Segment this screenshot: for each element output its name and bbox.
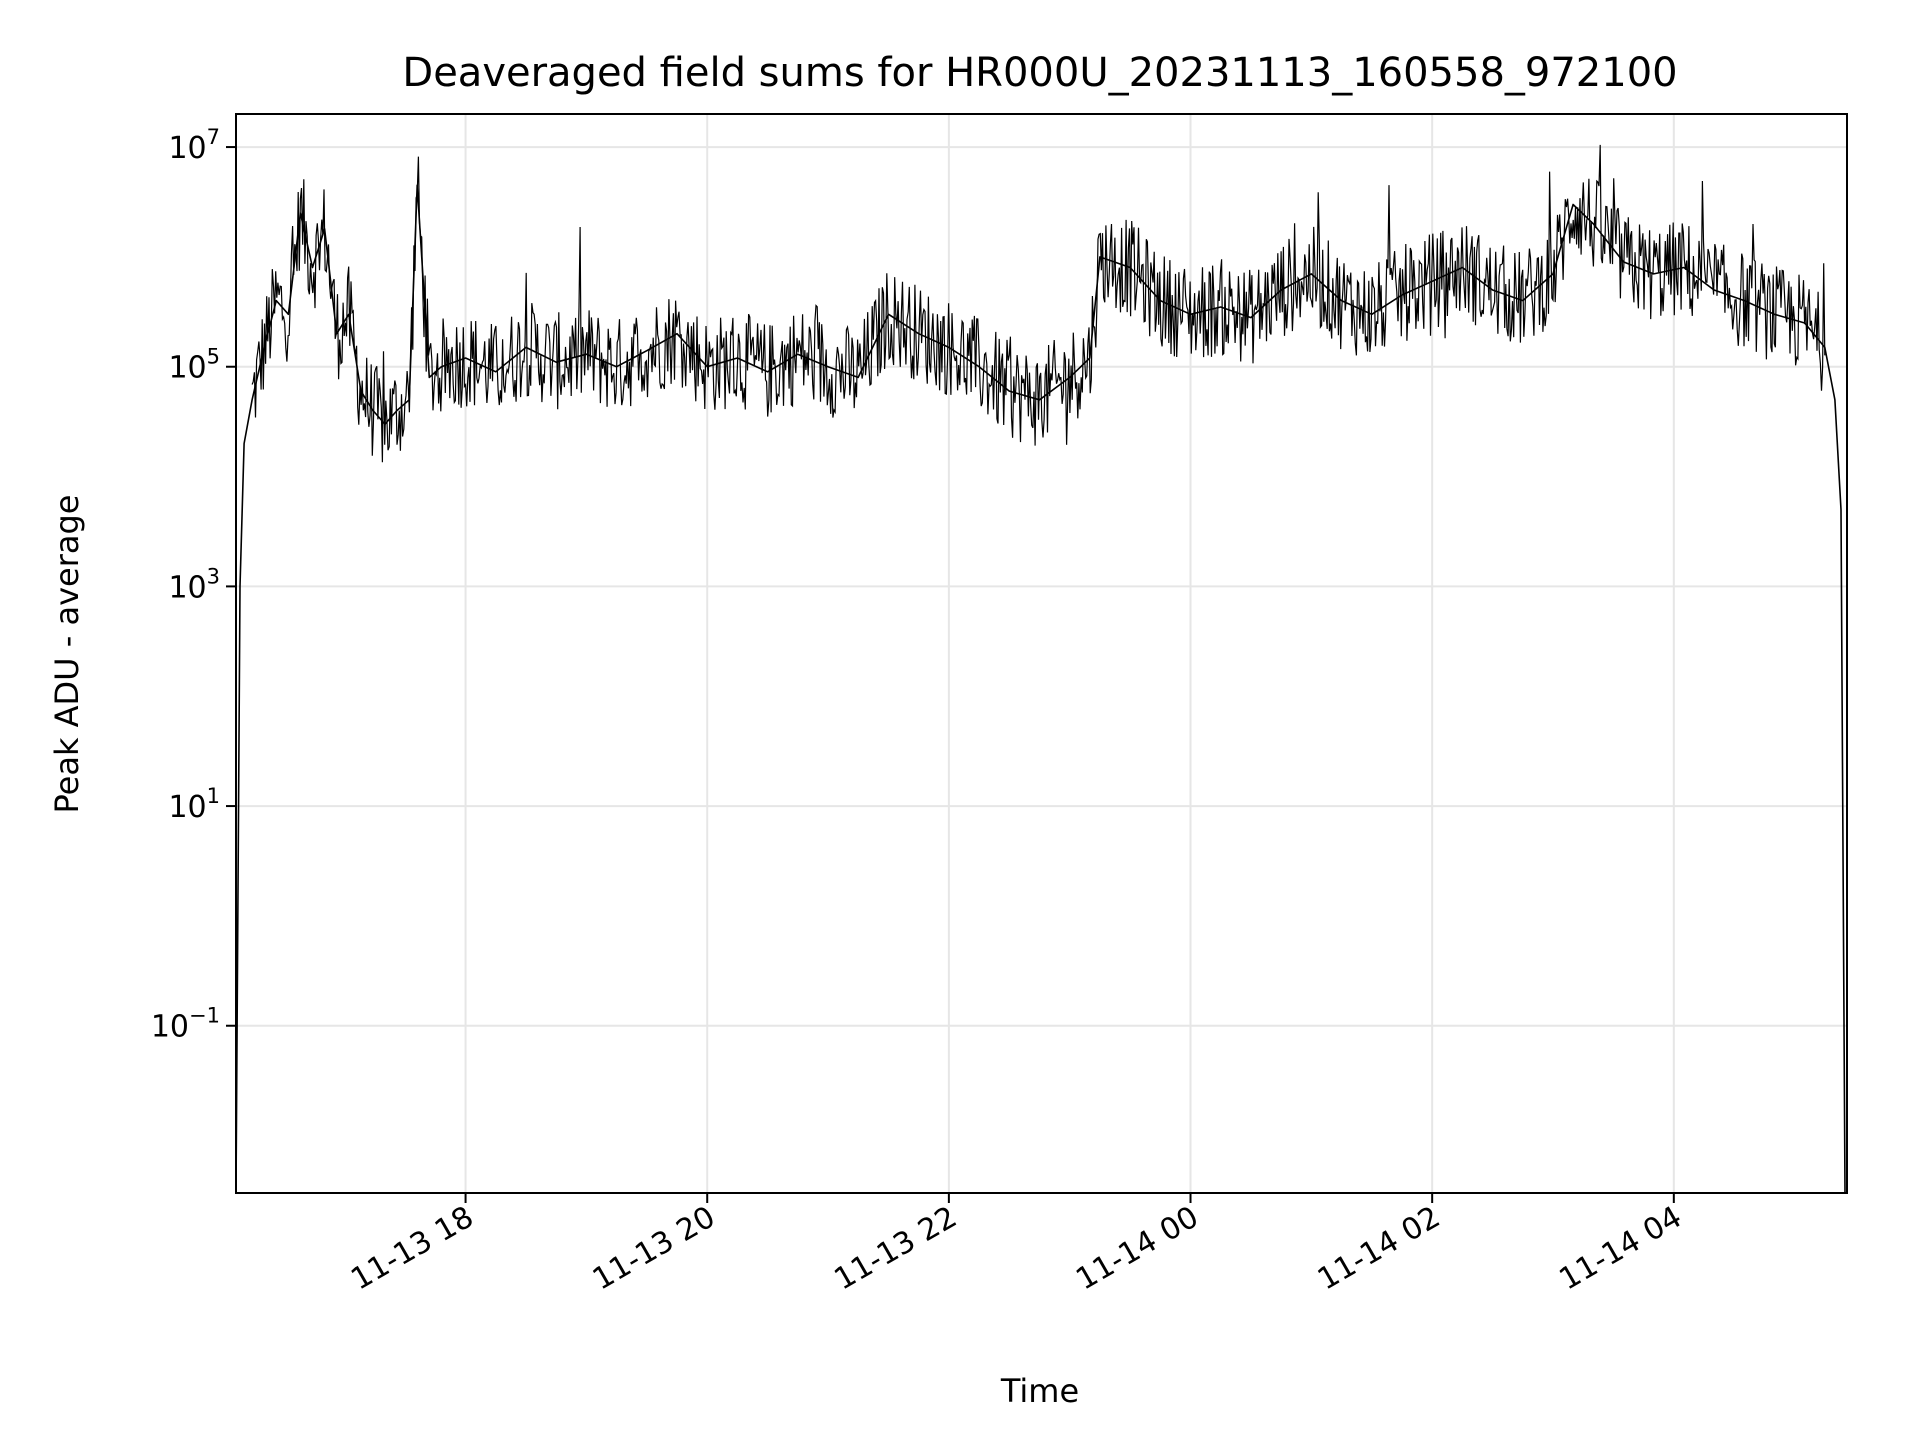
x-axis-label: Time xyxy=(1000,1372,1079,1410)
y-axis-label: Peak ADU - average xyxy=(48,495,86,814)
x-tick-label: 11-13 18 xyxy=(345,1200,479,1298)
data-series-line xyxy=(235,184,1846,1194)
data-line-detail xyxy=(251,144,1826,463)
chart-title: Deaveraged field sums for HR000U_2023111… xyxy=(402,50,1677,96)
y-axis: 107 105 103 101 10−1 xyxy=(151,125,236,1045)
x-tick-label: 11-14 04 xyxy=(1553,1200,1687,1298)
grid xyxy=(236,114,1847,1193)
x-tick-label: 11-13 22 xyxy=(829,1200,963,1298)
x-tick-label: 11-14 00 xyxy=(1070,1200,1204,1298)
y-tick-label: 10−1 xyxy=(151,1004,220,1045)
x-tick-label: 11-14 02 xyxy=(1312,1200,1446,1298)
x-tick-label: 11-13 20 xyxy=(587,1200,721,1298)
y-tick-label: 101 xyxy=(168,784,220,825)
x-axis: 11-13 18 11-13 20 11-13 22 11-14 00 11-14 02… xyxy=(345,1193,1688,1297)
y-tick-label: 105 xyxy=(168,345,220,386)
plot-frame xyxy=(235,113,1848,1194)
data-series-noise xyxy=(251,144,1826,463)
y-tick-label: 103 xyxy=(168,564,220,605)
y-tick-label: 107 xyxy=(168,125,220,166)
